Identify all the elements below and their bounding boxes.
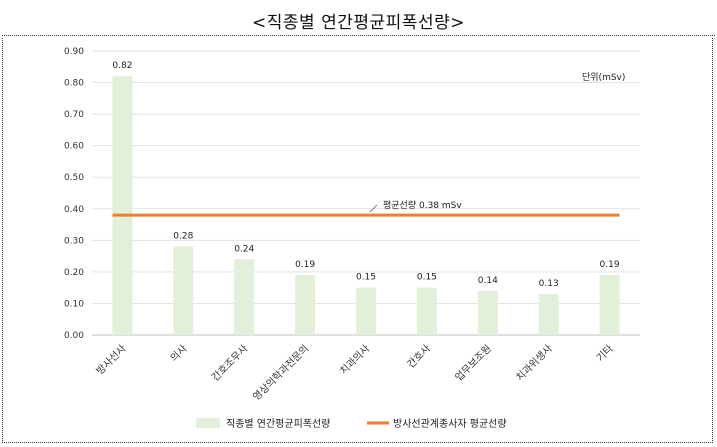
bar [356, 287, 376, 335]
bar [538, 293, 559, 335]
legend-bar-label: 직종별 연간평균피폭선량 [226, 418, 330, 430]
data-label: 0.28 [173, 232, 193, 242]
bar [112, 76, 133, 335]
data-label: 0.13 [539, 279, 559, 289]
data-labels: 0.82 0.28 0.24 0.19 0.15 0.15 0.14 0.13 0.19 [112, 61, 619, 289]
title-divider [2, 35, 715, 36]
data-label: 0.15 [417, 273, 437, 283]
chart-frame [2, 38, 713, 443]
y-tick-label: 0.70 [64, 110, 84, 120]
legend: 직종별 연간평균피폭선량 방사선관계종사자 평균선량 [196, 418, 507, 430]
y-tick-label: 0.60 [64, 142, 84, 152]
y-tick-label: 0.30 [64, 236, 84, 246]
data-label: 0.82 [112, 61, 132, 71]
average-annotation: 평균선량 0.38 mSv [383, 199, 462, 211]
bar [234, 259, 255, 335]
x-axis-categories: 방사선사 의사 간호조무사 영상의학과전문의 치과의사 간호사 업무보조원 치과위생사 기타 [94, 342, 616, 403]
y-tick-label: 0.90 [64, 47, 84, 57]
page-title: <직종별 연간평균피폭선량> [252, 13, 465, 33]
bar [477, 290, 498, 335]
x-category-label: 방사선사 [94, 343, 129, 378]
y-tick-label: 0.80 [64, 79, 84, 89]
data-label: 0.19 [295, 260, 315, 270]
data-label: 0.24 [234, 244, 254, 254]
y-axis-ticks: 0.00 0.10 0.20 0.30 0.40 0.50 0.60 0.70 0.80 0.90 [64, 47, 84, 341]
data-label: 0.14 [478, 276, 498, 286]
bar [173, 246, 194, 335]
x-category-label: 치과의사 [338, 343, 373, 378]
x-category-label: 기타 [594, 343, 616, 365]
x-category-label: 치과위생사 [513, 342, 555, 384]
y-tick-label: 0.20 [64, 268, 84, 278]
y-tick-label: 0.50 [64, 173, 84, 183]
x-category-label: 의사 [168, 343, 190, 365]
title-area: <직종별 연간평균피폭선량> [0, 0, 717, 36]
bar [416, 287, 437, 335]
x-category-label: 영상의학과전문의 [251, 343, 312, 404]
data-label: 0.19 [600, 260, 620, 270]
x-category-label: 업무보조원 [452, 342, 494, 384]
average-annotation-leader [369, 204, 378, 213]
bar [599, 275, 620, 335]
bar [295, 275, 316, 335]
x-category-label: 간호조무사 [209, 343, 250, 384]
bar-series [112, 76, 620, 335]
y-tick-label: 0.10 [64, 299, 84, 309]
legend-bar-swatch [196, 418, 220, 428]
x-category-label: 간호사 [405, 343, 433, 371]
unit-label: 단위(mSv) [582, 72, 625, 83]
data-label: 0.15 [356, 273, 376, 283]
y-tick-label: 0.00 [64, 331, 84, 341]
legend-line-label: 방사선관계종사자 평균선량 [393, 418, 507, 430]
y-tick-label: 0.40 [64, 205, 84, 215]
